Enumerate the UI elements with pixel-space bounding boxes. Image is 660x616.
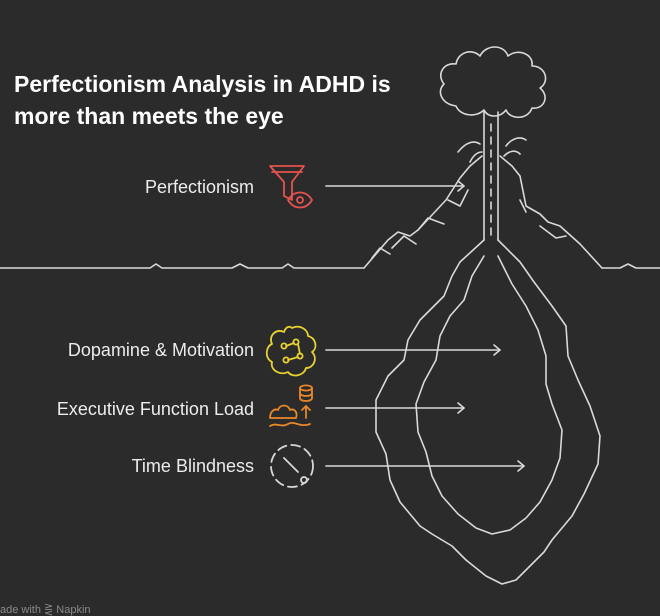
- volcano-ridges: [371, 189, 567, 259]
- label-time-blindness: Time Blindness: [131, 456, 254, 476]
- arrow-dopamine: [325, 344, 501, 356]
- page-title: Perfectionism Analysis in ADHD is more t…: [14, 68, 434, 132]
- label-dopamine-motivation: Dopamine & Motivation: [67, 340, 254, 360]
- dashed-clock-icon: [270, 444, 314, 488]
- smoke-cloud-icon: [439, 46, 547, 119]
- funnel-eye-icon: [269, 165, 313, 209]
- footer-credit: ade with ⋛ Napkin: [0, 604, 91, 616]
- title-line-1: Perfectionism Analysis in ADHD is: [14, 71, 391, 97]
- arrow-time-blindness: [325, 460, 525, 472]
- magma-chamber-outer: [375, 239, 601, 585]
- splash-right: [503, 137, 527, 157]
- brain-neuron-icon: [265, 325, 317, 377]
- effort-stack-icon: [269, 384, 313, 427]
- ground-line: [0, 263, 660, 269]
- arrow-perfectionism: [325, 180, 465, 192]
- volcano-cone: [363, 155, 603, 269]
- eruption-column: [483, 111, 499, 241]
- label-perfectionism: Perfectionism: [144, 177, 254, 197]
- title-line-2: more than meets the eye: [14, 103, 284, 129]
- magma-chamber-inner: [415, 255, 563, 535]
- label-executive-function-load: Executive Function Load: [56, 399, 254, 419]
- arrow-executive-function: [325, 402, 465, 414]
- splash-left: [457, 141, 483, 163]
